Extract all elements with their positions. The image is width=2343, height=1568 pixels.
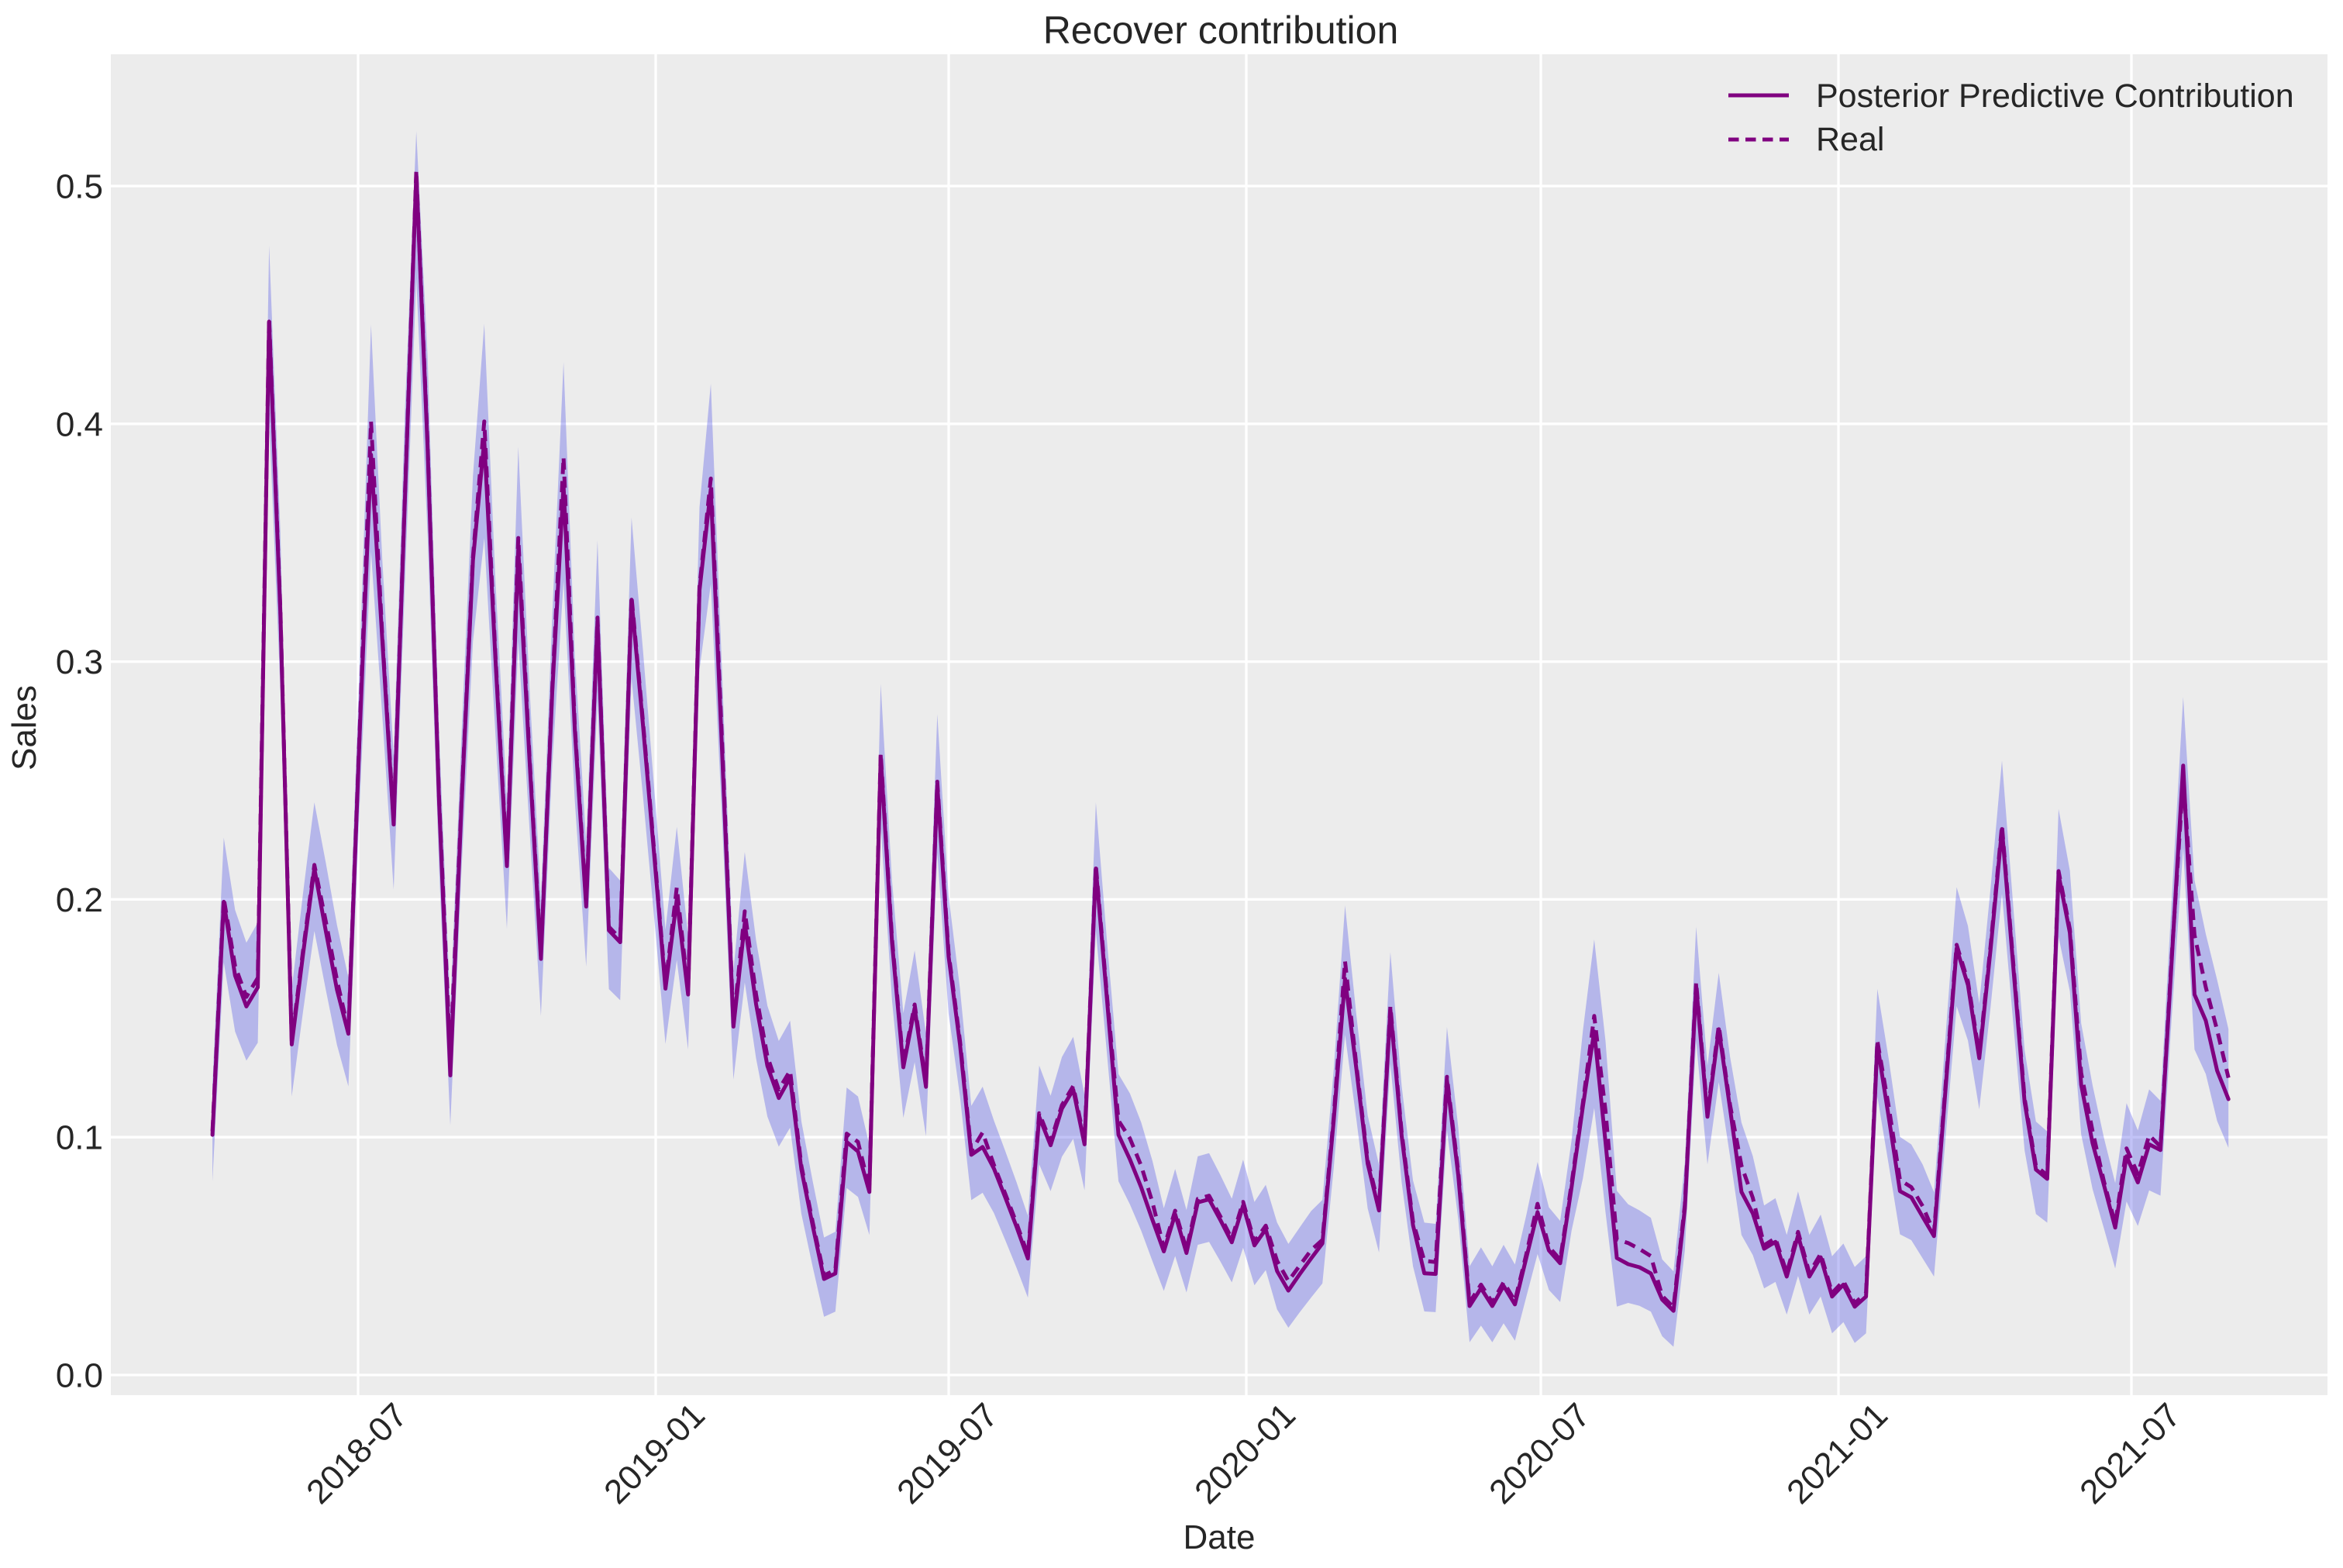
svg-text:Sales: Sales	[5, 685, 43, 770]
svg-text:0.3: 0.3	[56, 643, 103, 681]
svg-text:Real: Real	[1816, 121, 1884, 158]
svg-text:0.0: 0.0	[56, 1357, 103, 1395]
svg-text:0.5: 0.5	[56, 168, 103, 206]
svg-text:Date: Date	[1184, 1518, 1256, 1556]
svg-text:Recover contribution: Recover contribution	[1043, 9, 1399, 52]
svg-text:Posterior Predictive Contribut: Posterior Predictive Contribution	[1816, 78, 2294, 115]
svg-text:0.2: 0.2	[56, 881, 103, 919]
svg-text:0.4: 0.4	[56, 405, 103, 443]
svg-text:0.1: 0.1	[56, 1119, 103, 1157]
